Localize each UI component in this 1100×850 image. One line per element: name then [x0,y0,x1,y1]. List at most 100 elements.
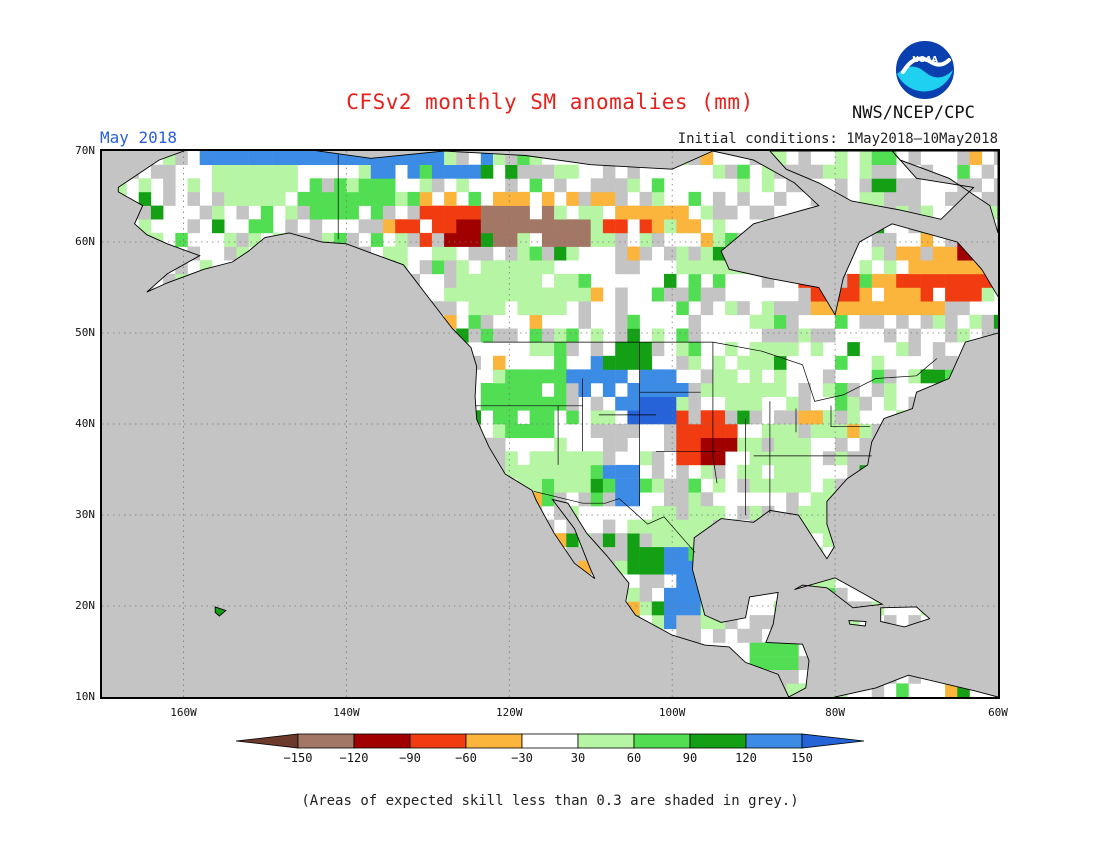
anomaly-cell [676,464,689,479]
anomaly-cell [676,492,689,507]
anomaly-cell [199,546,213,561]
anomaly-cell [444,669,457,684]
anomaly-cell [639,219,653,234]
anomaly-cell [126,410,139,425]
anomaly-cell [529,328,543,343]
anomaly-cell [163,656,176,670]
latitude-label: 30N [75,508,95,521]
anomaly-cell [627,328,640,343]
anomaly-cell [884,178,897,193]
anomaly-cell [847,219,860,234]
anomaly-cell [676,615,689,630]
anomaly-cell [309,246,323,261]
anomaly-cell [456,287,469,302]
anomaly-cell [945,328,958,343]
anomaly-cell [945,505,958,520]
anomaly-cell [774,615,787,630]
anomaly-cell [285,560,298,575]
anomaly-cell [236,301,249,316]
anomaly-cell [664,533,677,548]
anomaly-cell [309,628,323,643]
anomaly-cell [920,437,934,452]
anomaly-cell [505,424,518,438]
anomaly-cell [810,410,824,425]
political-border [712,342,718,484]
anomaly-cell [480,519,494,534]
anomaly-cell [786,328,799,343]
anomaly-cell [651,451,665,466]
anomaly-cell [786,533,799,548]
anomaly-cell [468,424,481,438]
anomaly-cell [847,546,860,561]
anomaly-cell [957,656,970,670]
anomaly-cell [199,301,213,316]
anomaly-cell [224,151,237,165]
anomaly-cell [688,424,701,438]
anomaly-cell [431,642,445,657]
anomaly-cell [529,287,543,302]
anomaly-cell [480,151,494,165]
anomaly-cell [774,546,787,561]
anomaly-cell [370,178,384,193]
anomaly-cell [493,232,506,247]
anomaly-cell [517,191,530,206]
anomaly-cell [224,492,237,507]
anomaly-cell [480,478,494,493]
anomaly-cell [664,205,677,220]
anomaly-cell [383,451,396,466]
anomaly-cell [664,615,677,630]
anomaly-cell [248,642,262,657]
anomaly-cell [285,505,298,520]
anomaly-cell [346,246,359,261]
anomaly-cell [444,164,457,179]
anomaly-cell [260,151,274,165]
anomaly-cell [798,478,811,493]
anomaly-cell [884,656,897,670]
anomaly-cell [517,301,530,316]
anomaly-cell [847,287,860,302]
anomaly-cell [566,383,579,397]
anomaly-cell [627,533,640,548]
anomaly-cell [725,369,738,384]
anomaly-cell [138,260,152,275]
anomaly-cell [334,273,347,288]
anomaly-cell [431,260,445,275]
anomaly-cell [212,410,225,425]
anomaly-cell [932,546,946,561]
anomaly-cell [102,642,115,656]
anomaly-cell [480,164,494,179]
anomaly-cell [566,273,579,288]
anomaly-cell [810,328,824,343]
anomaly-cell [676,478,689,493]
anomaly-cell [712,437,726,452]
anomaly-cell [602,451,616,466]
anomaly-cell [358,478,372,493]
anomaly-cell [407,151,420,165]
anomaly-cell [700,246,714,261]
anomaly-cell [517,533,530,548]
anomaly-cell [908,342,921,357]
anomaly-cell [945,464,958,479]
anomaly-cell [712,533,726,548]
anomaly-cell [884,151,897,165]
anomaly-cell [651,383,665,397]
anomaly-cell [138,342,152,357]
anomaly-cell [419,342,433,357]
anomaly-cell [118,437,127,452]
anomaly-cell [725,232,738,247]
anomaly-cell [566,342,579,357]
anomaly-cell [456,219,469,234]
anomaly-cell [480,656,494,670]
anomaly-cell [517,683,530,697]
anomaly-cell [444,151,457,165]
anomaly-cell [712,260,726,275]
anomaly-cell [419,451,433,466]
anomaly-cell [224,656,237,670]
anomaly-cell [822,369,836,384]
anomaly-cell [493,656,506,670]
anomaly-cell [602,437,616,452]
anomaly-cell [688,601,701,616]
anomaly-cell [993,246,998,261]
anomaly-cell [480,301,494,316]
anomaly-cell [395,301,408,316]
